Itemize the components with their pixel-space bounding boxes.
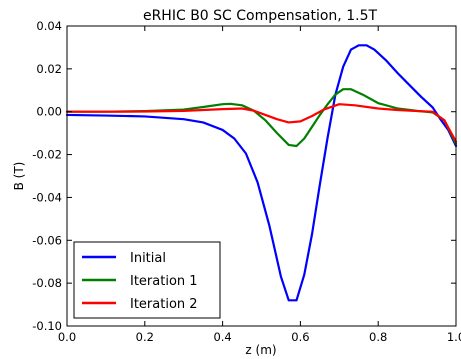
- y-tick-label: -0.10: [32, 319, 62, 333]
- y-tick-label: -0.06: [32, 233, 62, 247]
- x-tick-label: 0.6: [291, 330, 309, 344]
- y-tick-label: 0.04: [36, 19, 62, 33]
- y-axis-label: B (T): [12, 162, 26, 191]
- legend-label-3: Iteration 2: [130, 297, 198, 312]
- x-tick-label: 1.0: [447, 330, 461, 344]
- x-tick-label: 0.0: [58, 330, 76, 344]
- x-tick-label: 0.4: [213, 330, 231, 344]
- legend: Initial Iteration 1 Iteration 2: [73, 241, 221, 319]
- y-tick-label: 0.02: [36, 62, 62, 76]
- series-line-3: [65, 103, 458, 143]
- x-axis-label: z (m): [245, 343, 276, 357]
- plot-frame: [66, 25, 457, 327]
- series-line-1: [65, 44, 458, 302]
- series-layer: [65, 44, 458, 302]
- ticks-layer: 0.0 0.2 0.4 0.6 0.8 1.0 0.04 0.02 0.00 -0.02 -0.04…: [32, 19, 461, 344]
- y-tick-label: -0.02: [32, 148, 62, 162]
- chart-title: eRHIC B0 SC Compensation, 1.5T: [143, 8, 378, 24]
- x-tick-label: 0.2: [136, 330, 154, 344]
- series-line-2: [65, 88, 458, 148]
- x-tick-label: 0.8: [369, 330, 387, 344]
- y-tick-label: -0.04: [32, 190, 62, 204]
- y-tick-label: -0.08: [32, 276, 62, 290]
- legend-label-1: Initial: [130, 251, 166, 266]
- y-tick-label: 0.00: [36, 105, 62, 119]
- legend-label-2: Iteration 1: [130, 274, 198, 289]
